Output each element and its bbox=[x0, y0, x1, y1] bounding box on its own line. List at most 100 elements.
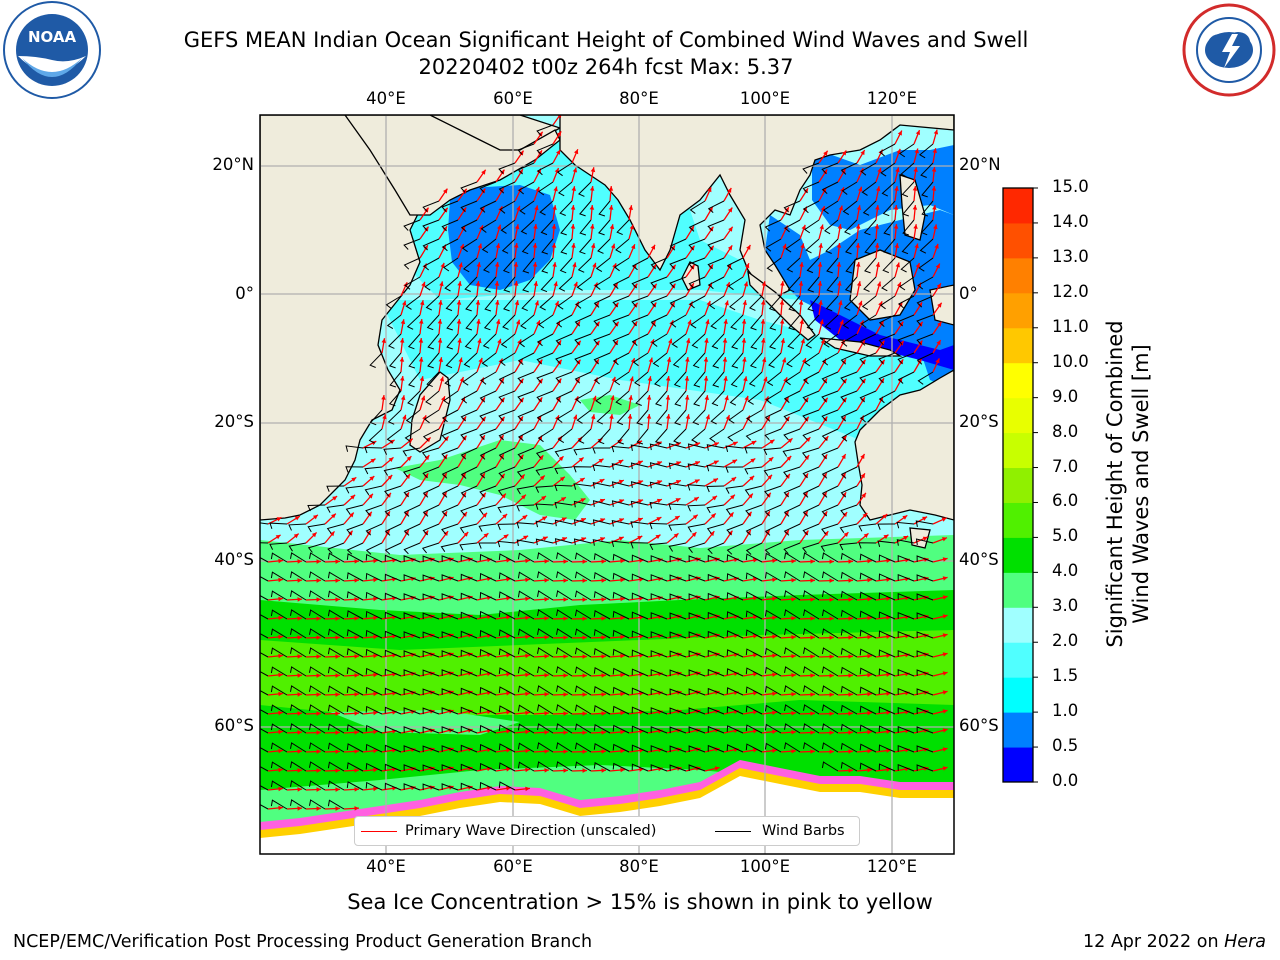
wind-barb bbox=[498, 667, 516, 677]
wind-barb bbox=[260, 747, 269, 753]
wind-barb bbox=[821, 371, 839, 384]
wind-barb bbox=[574, 647, 592, 658]
wind-barb bbox=[555, 390, 573, 403]
wind-barb bbox=[688, 726, 706, 734]
wind-barb bbox=[441, 466, 459, 479]
wave-direction-arrowhead bbox=[483, 533, 489, 538]
wave-direction-arrowhead bbox=[590, 167, 596, 173]
wind-barb bbox=[446, 314, 459, 331]
wind-barb bbox=[711, 333, 725, 350]
wind-barb bbox=[384, 687, 402, 696]
wind-barb bbox=[386, 428, 402, 443]
wind-barb bbox=[535, 466, 554, 476]
wave-direction-arrowhead bbox=[297, 616, 302, 621]
wind-barb bbox=[498, 629, 516, 639]
wave-direction-arrowhead bbox=[438, 357, 443, 362]
wind-barb bbox=[537, 761, 554, 772]
wind-barb bbox=[897, 592, 915, 601]
wind-barb bbox=[574, 685, 592, 696]
wind-barb bbox=[612, 724, 630, 734]
wind-barb bbox=[517, 552, 535, 563]
wind-barb bbox=[574, 704, 592, 715]
wind-barb bbox=[558, 276, 573, 292]
wind-barb bbox=[444, 276, 459, 292]
wave-direction-arrowhead bbox=[354, 635, 359, 640]
wind-barb bbox=[859, 371, 877, 383]
wave-direction-arrowhead bbox=[914, 148, 919, 154]
wave-direction-arrowhead bbox=[354, 692, 359, 697]
wind-barb bbox=[617, 428, 630, 445]
wave-direction-arrowhead bbox=[335, 635, 340, 640]
wind-barb bbox=[327, 685, 345, 696]
wave-direction-arrowhead bbox=[882, 514, 888, 519]
wave-direction-arrowhead bbox=[722, 357, 728, 362]
wave-direction-arrowhead bbox=[400, 376, 405, 381]
wave-direction-arrowhead bbox=[648, 357, 654, 363]
wind-barb bbox=[422, 745, 440, 753]
wind-barb bbox=[479, 466, 497, 479]
wind-barb bbox=[726, 668, 744, 677]
wave-direction-arrowhead bbox=[335, 749, 340, 754]
wind-barb bbox=[766, 371, 782, 387]
wind-barb bbox=[402, 447, 421, 457]
lat-label-left: 20°N bbox=[212, 155, 254, 174]
wave-direction-arrowhead bbox=[848, 616, 853, 621]
wind-barb bbox=[327, 628, 345, 639]
wind-barb bbox=[764, 666, 782, 677]
wind-barb bbox=[784, 647, 801, 658]
wind-barb bbox=[460, 611, 478, 620]
wind-barb bbox=[555, 352, 573, 364]
wave-direction-arrowhead bbox=[381, 395, 386, 400]
wind-barb bbox=[845, 238, 858, 255]
wind-barb bbox=[878, 554, 896, 563]
wind-barb bbox=[612, 553, 630, 563]
wind-barb bbox=[630, 462, 649, 470]
wind-barb bbox=[260, 614, 269, 620]
wind-barb bbox=[669, 295, 687, 308]
wave-direction-arrowhead bbox=[936, 340, 941, 346]
wind-barb bbox=[270, 704, 288, 715]
wave-direction-arrowhead bbox=[848, 635, 853, 640]
wave-direction-arrowhead bbox=[912, 186, 918, 191]
wind-barb bbox=[384, 763, 402, 772]
wind-barb bbox=[479, 686, 497, 696]
wind-barb bbox=[821, 723, 839, 734]
wind-barb bbox=[519, 200, 535, 215]
wave-direction-arrowhead bbox=[525, 691, 530, 697]
wave-direction-arrowhead bbox=[544, 654, 549, 659]
wind-barb bbox=[859, 629, 877, 639]
wind-barb bbox=[687, 484, 706, 491]
arabia-landmass bbox=[344, 115, 561, 216]
wind-barb bbox=[536, 409, 554, 422]
wind-barb bbox=[803, 200, 820, 214]
wave-direction-arrowhead bbox=[278, 558, 283, 564]
wind-barb bbox=[423, 409, 440, 424]
wind-barb bbox=[821, 409, 839, 421]
wind-barb bbox=[902, 200, 915, 217]
wave-direction-arrowhead bbox=[563, 692, 568, 697]
legend-swatch-wind-barbs bbox=[715, 831, 751, 832]
wave-direction-arrowhead bbox=[858, 186, 863, 192]
wind-barb bbox=[346, 610, 364, 620]
colorbar-segment bbox=[1003, 292, 1033, 329]
wind-barb bbox=[726, 257, 744, 270]
wind-barb bbox=[897, 763, 915, 772]
wave-direction-arrowhead bbox=[400, 395, 406, 401]
wave-direction-arrowhead bbox=[440, 262, 445, 268]
wave-direction-arrowhead bbox=[420, 300, 425, 306]
wind-barb bbox=[498, 705, 516, 715]
wave-direction-arrowhead bbox=[886, 748, 891, 753]
wave-direction-arrowhead bbox=[836, 243, 842, 248]
wave-direction-arrowhead bbox=[513, 262, 519, 267]
wind-barb bbox=[422, 555, 440, 563]
wind-barb bbox=[803, 666, 820, 677]
wind-barb bbox=[422, 783, 440, 791]
colorbar-segment bbox=[1003, 257, 1033, 294]
wave-direction-arrowhead bbox=[590, 224, 595, 229]
wind-barb bbox=[669, 745, 687, 753]
wave-direction-arrowhead bbox=[399, 338, 405, 343]
wave-direction-arrowhead bbox=[582, 635, 587, 640]
wave-direction-arrowhead bbox=[601, 768, 606, 773]
wave-direction-arrowhead bbox=[494, 262, 500, 267]
wind-barb bbox=[612, 629, 630, 639]
